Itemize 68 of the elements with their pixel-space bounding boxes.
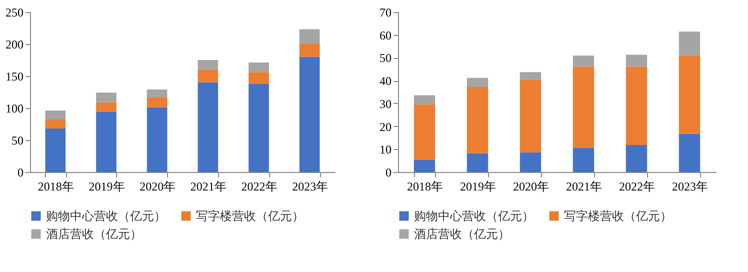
bar	[572, 148, 594, 172]
bar	[414, 160, 436, 172]
x-tick-label: 2021年	[190, 180, 226, 194]
bar	[45, 128, 66, 172]
x-tick-label: 2020年	[140, 180, 176, 194]
bar	[96, 112, 116, 172]
x-tick-label: 2022年	[619, 180, 655, 194]
y-tick-label: 0	[386, 166, 392, 180]
y-tick-label: 60	[380, 28, 392, 42]
x-tick-label: 2022年	[241, 180, 278, 194]
y-tick-label: 50	[380, 51, 392, 66]
x-tick-label: 2018年	[38, 180, 74, 194]
y-tick-label: 20	[380, 120, 392, 134]
bar	[96, 92, 116, 102]
bar	[678, 134, 700, 172]
y-tick-label: 150	[6, 70, 24, 84]
y-tick-label: 250	[6, 6, 24, 20]
legend-label: 酒店营收（亿元）	[414, 227, 510, 241]
bar	[146, 97, 168, 108]
bar	[678, 32, 700, 56]
bar	[198, 70, 218, 82]
legend-label: 购物中心营收（亿元）	[46, 209, 166, 223]
x-tick-label: 2019年	[88, 180, 125, 194]
bar	[520, 72, 542, 80]
bar	[572, 66, 594, 148]
bar	[626, 66, 648, 146]
legend-label: 购物中心营收（亿元）	[414, 209, 534, 223]
bar	[626, 145, 648, 172]
legend-label: 写字楼营收（亿元）	[196, 209, 304, 223]
y-tick-label: 70	[380, 6, 392, 20]
x-tick-label: 2023年	[292, 180, 328, 194]
bar	[466, 153, 488, 172]
bar	[198, 82, 218, 172]
bar	[198, 60, 218, 70]
bar	[45, 110, 66, 120]
y-tick-label: 0	[18, 166, 24, 180]
y-tick-label: 40	[380, 74, 392, 88]
bar	[248, 84, 269, 172]
x-tick-label: 2020年	[513, 180, 549, 194]
bar	[626, 54, 648, 67]
y-tick-label: 50	[12, 134, 24, 148]
bar	[45, 120, 66, 128]
y-tick-label: 10	[380, 142, 392, 157]
legend-label: 写字楼营收（亿元）	[564, 209, 672, 223]
legend-label: 酒店营收（亿元）	[46, 227, 142, 241]
bar	[146, 107, 168, 172]
bar	[466, 78, 488, 87]
bar	[299, 29, 320, 44]
y-tick-label: 100	[6, 102, 24, 116]
bar	[248, 72, 269, 84]
y-tick-label: 30	[380, 96, 392, 111]
bar	[414, 104, 436, 160]
bar	[248, 62, 269, 72]
bar	[146, 89, 168, 98]
bar	[572, 56, 594, 67]
y-tick-label: 200	[6, 38, 24, 52]
bar	[96, 102, 116, 112]
bar	[520, 80, 542, 152]
bar	[414, 95, 436, 104]
x-tick-label: 2019年	[460, 180, 496, 194]
x-tick-label: 2021年	[566, 180, 602, 194]
bar	[299, 56, 320, 172]
x-tick-label: 2023年	[672, 180, 708, 194]
x-tick-label: 2018年	[407, 180, 443, 194]
bar	[678, 56, 700, 134]
bar	[520, 152, 542, 172]
bar	[466, 86, 488, 154]
bar	[299, 44, 320, 57]
